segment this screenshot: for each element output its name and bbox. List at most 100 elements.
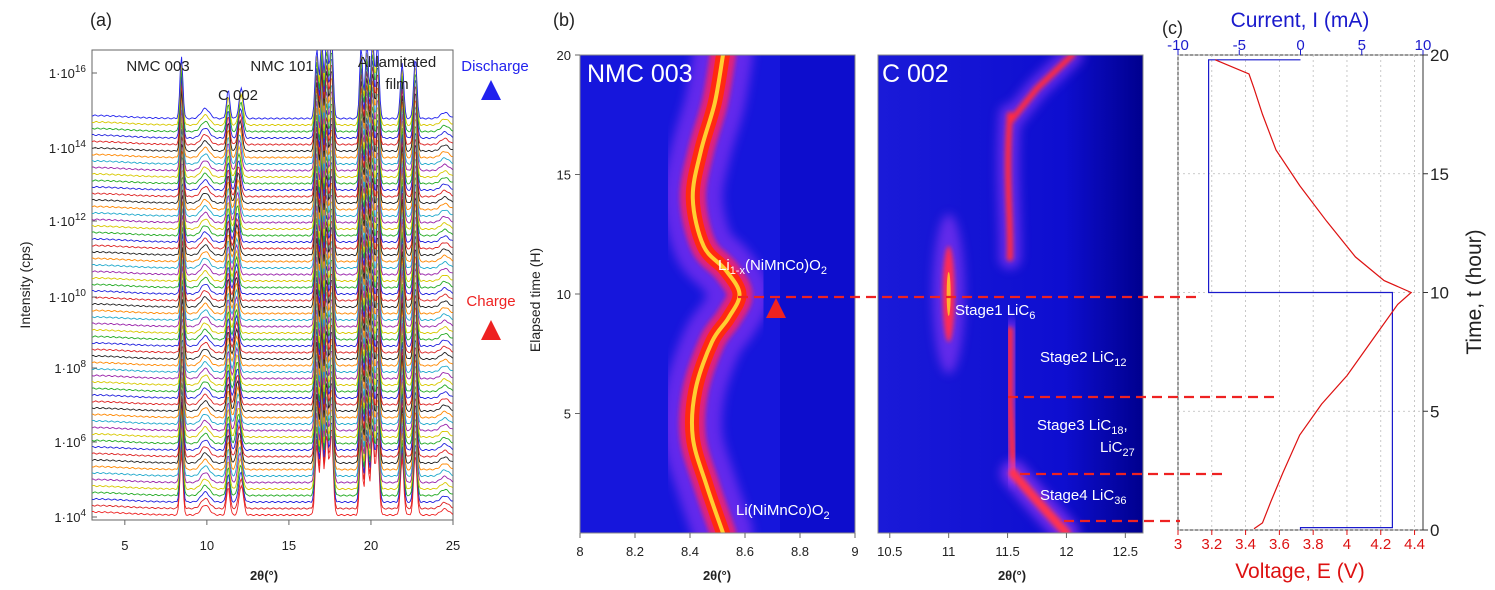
c002-title: C 002 (882, 60, 949, 88)
nmc003-charge-arrow-head (766, 298, 786, 318)
time-tick-label: 0 (1430, 521, 1439, 540)
xrd-pattern (92, 181, 453, 263)
xrd-pattern (92, 253, 453, 335)
stage3-label-line2: LiC27 (1100, 439, 1135, 459)
peak-label-al-film-line2: film (385, 76, 408, 93)
panel-a-label: (a) (90, 10, 112, 30)
c002-heatmap (878, 55, 1143, 533)
peak-label-c002: C 002 (218, 87, 258, 104)
time-tick-label: 10 (1430, 284, 1449, 303)
nmc003-x-tick-label: 9 (851, 544, 858, 559)
charge-label: Charge (466, 293, 515, 310)
xrd-pattern (92, 50, 453, 127)
charge-arrow-head (481, 320, 501, 340)
panel-b: (b) NMC 003 C 002 Li1-x(NiMn (527, 10, 1144, 583)
peak-label-nmc003: NMC 003 (126, 58, 189, 75)
y-tick-label: 1·104 (54, 508, 86, 525)
xrd-pattern (92, 103, 453, 185)
peak-label-nmc101: NMC 101 (250, 58, 313, 75)
xrd-pattern (92, 435, 453, 517)
c002-x-tick-label: 12.5 (1113, 544, 1138, 559)
nmc003-x-tick-label: 8.4 (681, 544, 699, 559)
xrd-pattern (92, 200, 453, 283)
y-tick-label: 5 (564, 407, 571, 422)
xrd-pattern (92, 123, 453, 205)
panel-b-y-label: Elapsed time (H) (527, 248, 543, 352)
xrd-pattern (92, 356, 453, 439)
voltage-tick-label: 3.4 (1235, 536, 1256, 553)
xrd-pattern (92, 90, 453, 172)
time-tick-label: 5 (1430, 402, 1439, 421)
nmc003-x-tick-label: 8.8 (791, 544, 809, 559)
xrd-pattern (92, 415, 453, 497)
y-tick-label: 1·1014 (49, 139, 87, 156)
xrd-pattern (92, 363, 453, 445)
voltage-tick-label: 3 (1174, 536, 1182, 553)
xrd-pattern (92, 291, 453, 374)
current-tick-label: 0 (1296, 37, 1304, 54)
xrd-pattern (92, 207, 453, 289)
xrd-pattern (92, 428, 453, 510)
nmc003-title: NMC 003 (587, 60, 693, 88)
voltage-tick-label: 4.2 (1370, 536, 1391, 553)
xrd-pattern (92, 259, 453, 341)
c002-x-tick-label: 11 (942, 544, 956, 559)
c002-x-label: 2θ(°) (998, 568, 1026, 583)
connector-lines (738, 295, 1280, 523)
xrd-pattern (92, 188, 453, 270)
xrd-pattern (92, 285, 453, 367)
panel-b-ticks: 8 8.2 8.4 8.6 8.8 9 10.5 11 11.5 12 12.5 5 10 15 20 (557, 48, 1138, 559)
xrd-pattern (92, 116, 453, 198)
current-tick-label: -10 (1167, 37, 1189, 54)
annotation-lithiated: Li(NiMnCo)O2 (736, 502, 830, 522)
xrd-pattern (92, 162, 453, 244)
voltage-tick-label: 3.2 (1201, 536, 1222, 553)
y-tick-label: 1·106 (54, 433, 86, 450)
xrd-pattern (92, 194, 453, 276)
xrd-pattern (92, 330, 453, 413)
current-series (1207, 59, 1394, 530)
y-tick-label: 10 (557, 287, 571, 302)
nmc003-x-label: 2θ(°) (703, 568, 731, 583)
c002-x-tick-label: 12 (1059, 544, 1073, 559)
xrd-pattern (92, 174, 453, 257)
xrd-pattern (92, 304, 453, 387)
nmc003-peak-core (689, 55, 742, 533)
panel-c-ticks: -10 -5 0 5 10 3 3.2 3.4 3.6 3.8 4 4.2 4.4 0 5 10 15 20 (1167, 37, 1449, 553)
panel-c-grid (1177, 54, 1423, 531)
voltage-tick-label: 4.4 (1404, 536, 1425, 553)
stage4-peak (1008, 468, 1071, 533)
xrd-pattern (92, 350, 453, 432)
nmc003-x-tick-label: 8 (576, 544, 583, 559)
x-tick-label: 15 (282, 538, 296, 553)
panel-a-y-ticks: 1·104 1·106 1·108 1·1010 1·1012 1·1014 1·1016 (49, 64, 97, 525)
xrd-pattern (92, 279, 453, 361)
voltage-tick-label: 3.6 (1269, 536, 1290, 553)
panel-a-y-label: Intensity (cps) (17, 241, 33, 328)
discharge-arrow-head (481, 80, 501, 100)
xrd-pattern (92, 409, 453, 491)
xrd-pattern (92, 421, 453, 504)
xrd-pattern (92, 233, 453, 315)
current-tick-label: 10 (1415, 37, 1432, 54)
xrd-pattern (92, 156, 453, 237)
xrd-pattern (92, 377, 453, 458)
xrd-pattern (92, 109, 453, 192)
xrd-pattern (92, 51, 453, 133)
xrd-pattern (92, 148, 453, 231)
c002-lower-peak (1006, 326, 1017, 477)
annotation-delithiated: Li1-x(NiMnCo)O2 (718, 257, 827, 277)
stage1-label: Stage1 LiC6 (955, 302, 1035, 322)
xrd-pattern (92, 272, 453, 354)
panel-a-x-ticks: 5 10 15 20 25 (121, 520, 460, 553)
nmc003-x-tick-label: 8.2 (626, 544, 644, 559)
panel-c-label: (c) (1162, 18, 1183, 38)
xrd-pattern (92, 58, 453, 140)
xrd-pattern (92, 83, 453, 166)
xrd-pattern (92, 312, 453, 393)
y-tick-label: 1·1010 (49, 288, 87, 305)
xrd-pattern (92, 402, 453, 484)
xrd-pattern (92, 344, 453, 426)
voltage-tick-label: 3.8 (1303, 536, 1324, 553)
